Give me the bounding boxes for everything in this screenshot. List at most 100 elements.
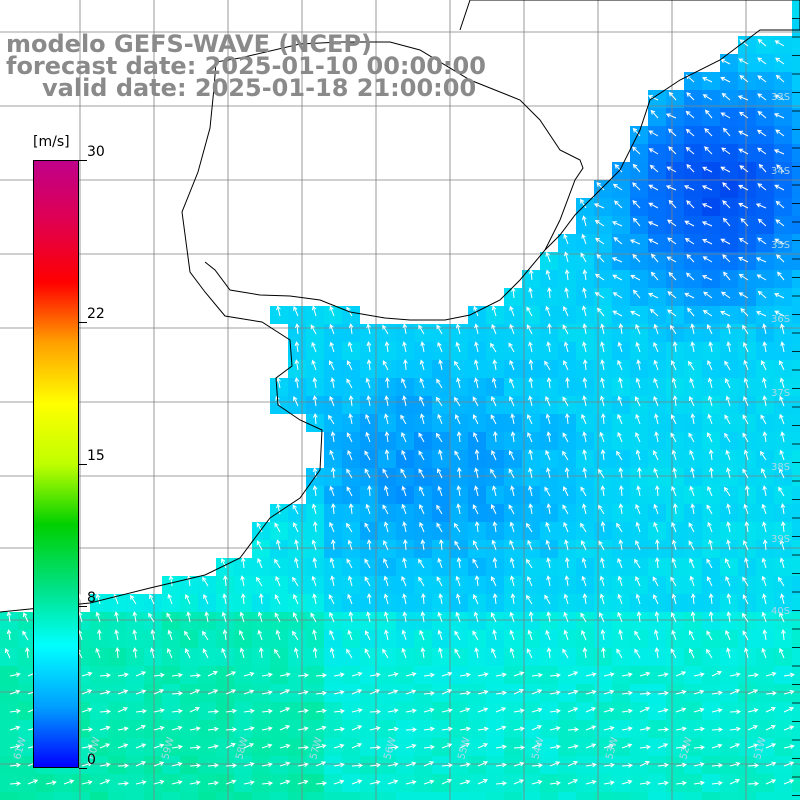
- wind-speed-cell: [468, 360, 486, 378]
- wind-arrow: [707, 359, 713, 371]
- wind-arrow: [774, 293, 785, 299]
- wind-speed-cell: [468, 468, 486, 486]
- wind-arrow: [459, 743, 470, 749]
- wind-arrow: [647, 221, 659, 227]
- wind-arrow: [729, 743, 741, 749]
- wind-arrow: [639, 671, 651, 677]
- wind-arrow: [701, 203, 713, 209]
- wind-arrow: [585, 743, 597, 749]
- wind-speed-cell: [738, 558, 756, 576]
- wind-arrow: [725, 449, 731, 461]
- wind-speed-cell: [252, 702, 270, 720]
- wind-speed-cell: [180, 738, 198, 756]
- wind-arrow: [45, 780, 57, 786]
- wind-speed-cell: [234, 684, 252, 702]
- wind-arrow: [621, 763, 634, 768]
- wind-speed-cell: [738, 738, 756, 756]
- wind-arrow: [509, 521, 515, 533]
- wind-arrow: [279, 743, 291, 749]
- wind-arrow: [171, 780, 183, 785]
- wind-arrow: [258, 647, 264, 659]
- wind-arrow: [367, 484, 372, 497]
- wind-arrow: [117, 707, 129, 713]
- wind-arrow: [654, 485, 660, 497]
- wind-speed-cell: [540, 306, 558, 324]
- wind-arrow: [185, 648, 191, 659]
- wind-arrow: [743, 359, 749, 371]
- wind-arrow: [423, 672, 435, 678]
- wind-speed-cell: [306, 522, 324, 540]
- wind-arrow: [729, 726, 741, 732]
- wind-arrow: [243, 743, 255, 749]
- wind-speed-cell: [486, 324, 504, 342]
- wind-arrow: [171, 708, 183, 714]
- wind-arrow: [402, 593, 407, 605]
- wind-speed-cell: [648, 522, 666, 540]
- wind-speed-cell: [756, 522, 774, 540]
- wind-speed-cell: [450, 594, 468, 612]
- wind-speed-cell: [450, 558, 468, 576]
- wind-arrow: [27, 779, 39, 785]
- wind-arrow: [762, 485, 768, 497]
- wind-arrow: [333, 690, 345, 695]
- wind-speed-cell: [486, 450, 504, 468]
- wind-arrow: [653, 521, 659, 533]
- wind-arrow: [580, 198, 587, 209]
- wind-speed-cell: [288, 558, 306, 576]
- wind-speed-cell: [792, 90, 800, 108]
- wind-speed-cell: [324, 396, 342, 414]
- wind-arrow: [243, 726, 255, 731]
- wind-arrow: [297, 690, 309, 695]
- wind-arrow: [546, 575, 551, 587]
- wind-speed-cell: [756, 774, 774, 792]
- wind-arrow: [580, 612, 587, 623]
- wind-speed-cell: [684, 558, 702, 576]
- wind-arrow: [528, 341, 533, 353]
- wind-speed-cell: [792, 216, 800, 234]
- colorbar-label: 15: [87, 448, 105, 464]
- wind-arrow: [675, 726, 687, 732]
- wind-arrow: [347, 341, 353, 353]
- wind-arrow: [762, 431, 768, 443]
- wind-arrow: [742, 630, 749, 641]
- wind-speed-cell: [108, 666, 126, 684]
- wind-arrow: [563, 486, 569, 497]
- wind-arrow: [403, 538, 408, 551]
- wind-speed-cell: [684, 666, 702, 684]
- wind-speed-cell: [360, 792, 378, 800]
- wind-arrow: [654, 647, 660, 659]
- wind-arrow: [744, 557, 749, 569]
- wind-arrow: [328, 414, 335, 425]
- colorbar-label: 0: [87, 752, 96, 768]
- wind-speed-cell: [540, 540, 558, 558]
- wind-arrow: [693, 780, 705, 786]
- wind-arrow: [135, 761, 147, 767]
- wind-speed-cell: [594, 522, 612, 540]
- wind-speed-cell: [252, 594, 270, 612]
- wind-speed-cell: [756, 684, 774, 702]
- wind-arrow: [634, 648, 641, 659]
- wind-arrow: [742, 594, 749, 605]
- wind-arrow: [207, 780, 219, 786]
- wind-arrow: [639, 726, 651, 731]
- wind-speed-cell: [756, 198, 774, 216]
- wind-arrow: [603, 707, 615, 713]
- wind-speed-cell: [630, 450, 648, 468]
- wind-arrow: [708, 341, 713, 353]
- wind-arrow: [509, 629, 515, 641]
- wind-speed-cell: [234, 666, 252, 684]
- wind-arrow: [402, 395, 407, 407]
- wind-speed-cell: [342, 792, 360, 800]
- wind-speed-cell: [792, 198, 800, 216]
- wind-speed-cell: [108, 738, 126, 756]
- wind-speed-cell: [270, 738, 288, 756]
- wind-speed-cell: [432, 612, 450, 630]
- wind-speed-cell: [648, 504, 666, 522]
- wind-speed-cell: [306, 414, 324, 432]
- wind-arrow: [293, 522, 299, 533]
- wind-speed-cell: [450, 504, 468, 522]
- wind-speed-cell: [108, 720, 126, 738]
- wind-arrow: [725, 575, 731, 587]
- wind-speed-cell: [414, 756, 432, 774]
- wind-speed-cell: [234, 720, 252, 738]
